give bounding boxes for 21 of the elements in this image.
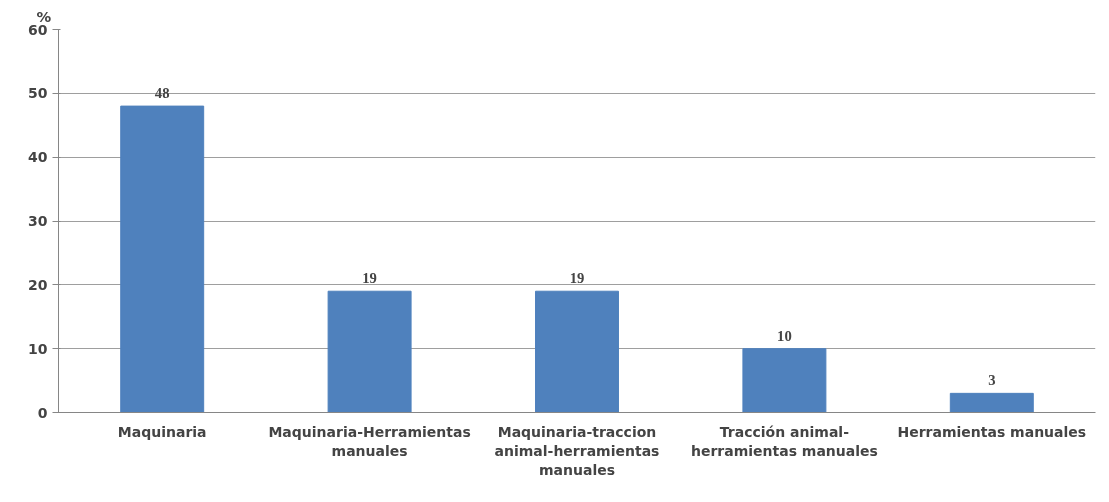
data-label: 10 — [777, 327, 792, 344]
y-tick-label: 30 — [28, 213, 48, 229]
data-label: 19 — [362, 270, 377, 287]
bar — [120, 105, 205, 413]
data-label: 48 — [154, 85, 170, 102]
x-tick-label: Maquinaria-Herramientas manuales — [268, 423, 471, 459]
x-tick-label: Maquinaria — [117, 423, 207, 440]
bar — [949, 392, 1034, 413]
bar — [742, 348, 827, 413]
data-label: 19 — [569, 270, 585, 287]
y-tick-label: 10 — [28, 340, 48, 357]
y-tick-label: 40 — [28, 149, 48, 166]
y-tick-label: 0 — [37, 404, 48, 421]
bar — [327, 290, 412, 413]
y-tick-label: 20 — [28, 276, 48, 293]
data-label: 3 — [988, 372, 996, 389]
x-tick-label: Maquinaria-traccion animal-herramientas manuales — [494, 423, 660, 478]
x-tick-label: Tracción animal- herramientas manuales — [690, 423, 878, 459]
x-tick-label: Herramientas manuales — [897, 423, 1087, 440]
y-tick-label: 50 — [28, 85, 48, 102]
bar — [535, 290, 619, 413]
